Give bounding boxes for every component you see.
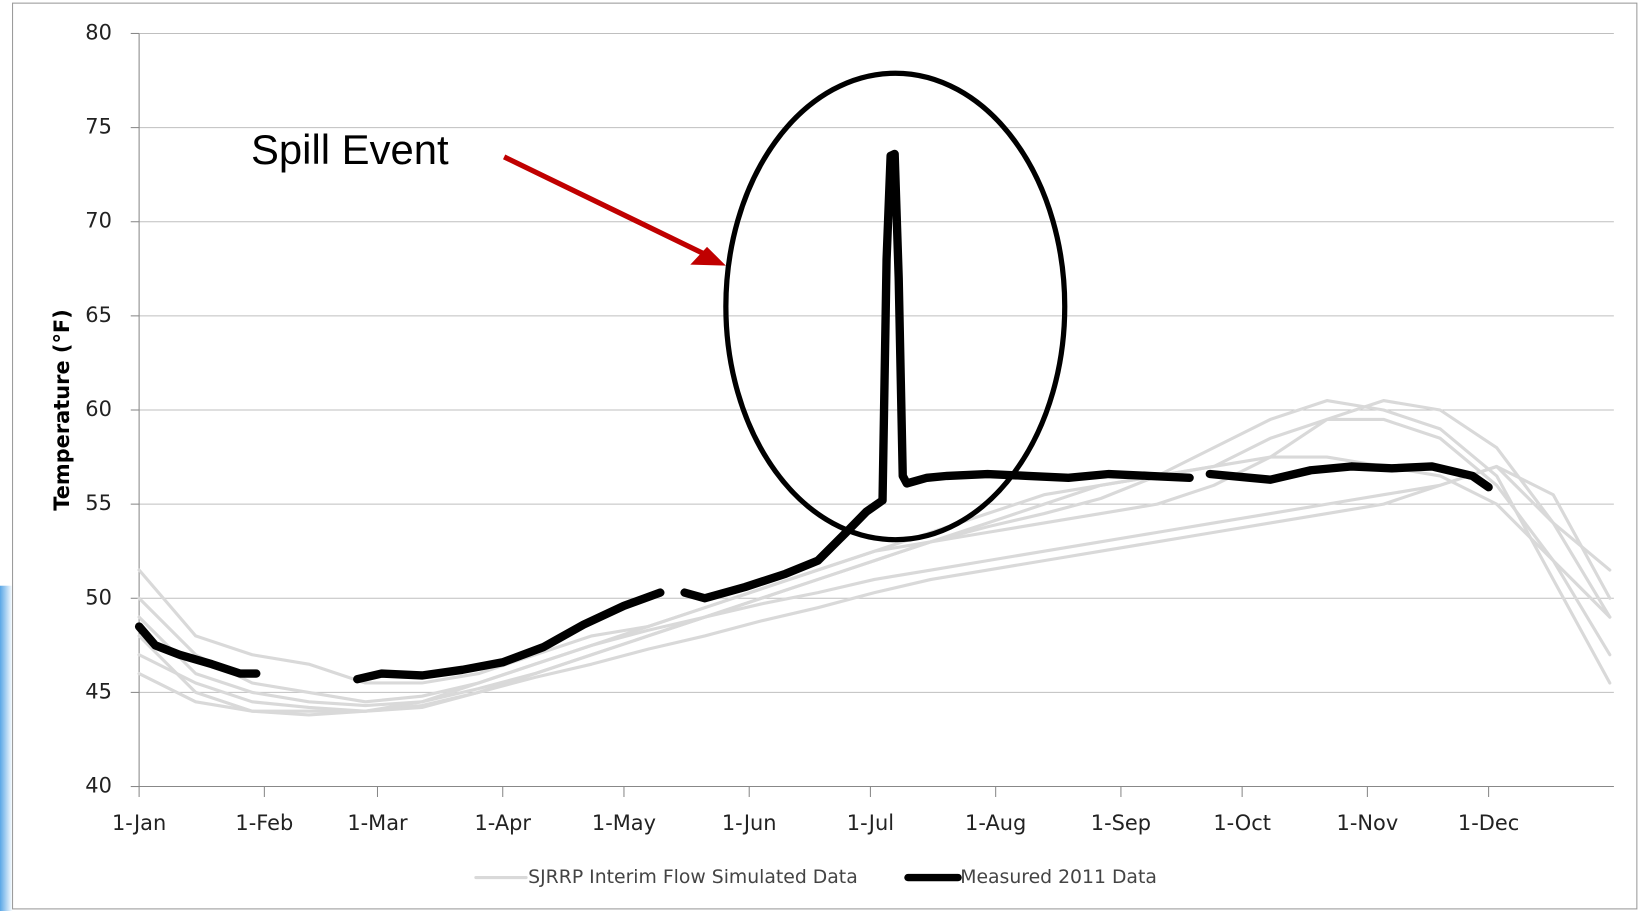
x-tick-label: 1-Apr — [474, 811, 531, 835]
grid: 40 45 50 55 60 65 70 75 80 1-Jan 1-Feb 1-Mar 1-Apr 1-… — [85, 20, 1614, 835]
edge-decoration — [0, 585, 13, 911]
y-tick-label: 75 — [85, 115, 112, 139]
x-tick-label: 1-Mar — [347, 811, 408, 835]
y-tick-label: 65 — [85, 303, 112, 327]
x-tick-label: 1-Nov — [1337, 811, 1399, 835]
x-tick-label: 1-May — [592, 811, 656, 835]
legend: SJRRP Interim Flow Simulated Data Measure… — [474, 867, 1157, 888]
y-tick-label: 45 — [85, 679, 112, 703]
x-tick-label: 1-Jun — [722, 811, 777, 835]
measured-line — [134, 149, 1493, 684]
y-tick-label: 60 — [85, 397, 112, 421]
y-tick-label: 70 — [85, 209, 112, 233]
x-tick-label: 1-Oct — [1213, 811, 1271, 835]
x-tick-label: 1-Sep — [1091, 811, 1151, 835]
legend-label: SJRRP Interim Flow Simulated Data — [528, 867, 858, 888]
x-tick-label: 1-Jul — [847, 811, 894, 835]
simulated-line — [137, 464, 1612, 717]
annotation: Spill Event — [251, 126, 449, 173]
plot — [134, 149, 1612, 717]
y-axis-label: Temperature (°F) — [50, 309, 74, 511]
annotation-arrow — [502, 154, 713, 260]
legend-label: Measured 2011 Data — [960, 867, 1157, 888]
simulated-line — [137, 399, 1612, 685]
frame — [12, 2, 1638, 910]
annotation-arrowhead — [690, 246, 726, 266]
y-tick-label: 55 — [85, 491, 112, 515]
annotation-ellipse — [723, 70, 1068, 543]
x-tick-label: 1-Dec — [1458, 811, 1519, 835]
x-tick-label: 1-Jan — [112, 811, 166, 835]
y-tick-label: 80 — [85, 20, 112, 44]
simulated-line — [137, 417, 1612, 704]
simulated-line — [137, 399, 1612, 713]
y-tick-label: 40 — [85, 774, 112, 798]
x-tick-label: 1-Aug — [965, 811, 1026, 835]
x-tick-label: 1-Feb — [235, 811, 293, 835]
y-tick-label: 50 — [85, 585, 112, 609]
